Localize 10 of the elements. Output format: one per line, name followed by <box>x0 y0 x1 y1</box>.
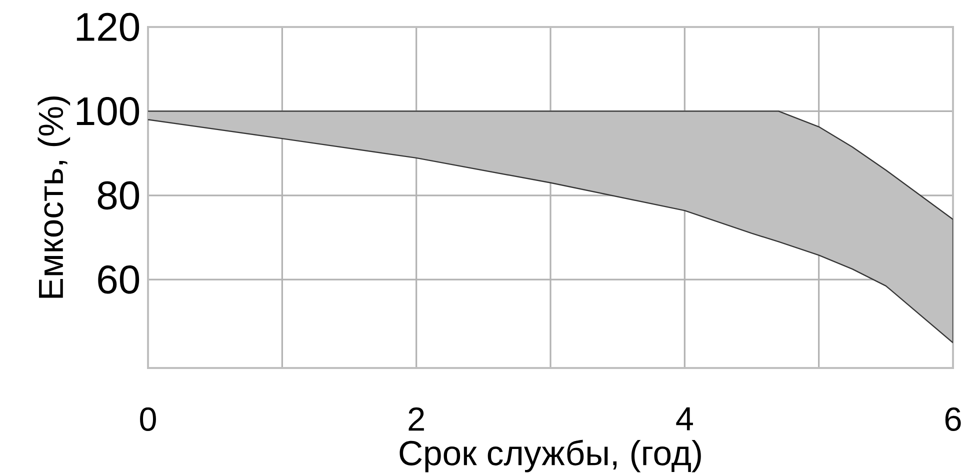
y-tick-label: 120 <box>76 12 140 42</box>
y-tick-label: 60 <box>98 265 140 294</box>
x-tick-label: 2 <box>408 407 424 431</box>
y-tick-label: 80 <box>98 181 140 210</box>
y-axis-title: Емкость, (%) <box>38 96 70 298</box>
y-tick-label: 100 <box>76 97 140 126</box>
x-tick-label: 6 <box>945 407 961 431</box>
x-tick-label: 0 <box>140 407 156 431</box>
x-axis-title: Срок службы, (год) <box>400 440 701 472</box>
x-tick-label: 4 <box>676 407 693 430</box>
